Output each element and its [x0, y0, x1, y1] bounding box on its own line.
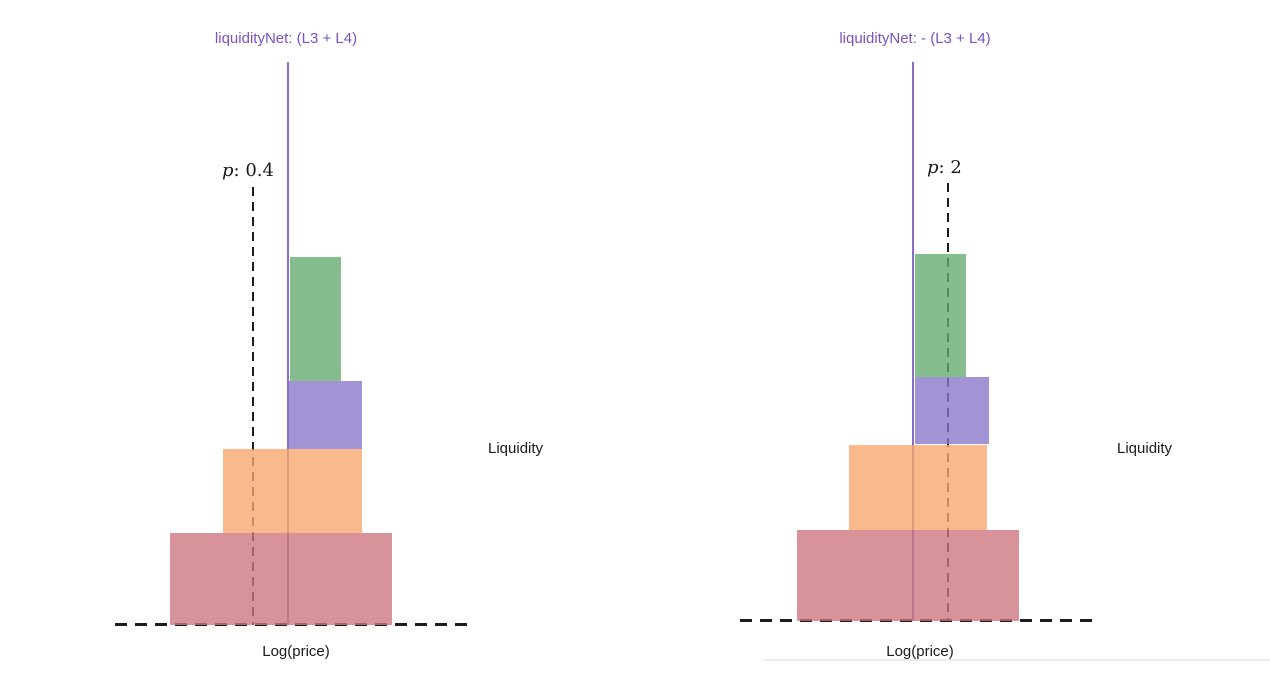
liquiditynet-label: liquidityNet: (L3 + L4)	[214, 30, 358, 47]
liquiditynet-line	[912, 62, 914, 621]
x-axis-label: Log(price)	[262, 643, 330, 660]
price-separator: :	[938, 157, 951, 178]
bar-green	[915, 254, 966, 377]
bar-purple	[915, 377, 989, 444]
x-axis-label: Log(price)	[886, 643, 954, 660]
y-axis-label: Liquidity	[1117, 440, 1173, 457]
price-separator: :	[233, 160, 246, 181]
price-dashed-line	[252, 187, 254, 625]
bar-red	[170, 533, 392, 625]
price-var: p	[927, 157, 939, 178]
price-label: p: 2	[927, 157, 962, 178]
bar-green	[290, 257, 341, 381]
bar-purple	[289, 381, 362, 449]
price-label: p: 0.4	[222, 160, 274, 181]
liquiditynet-line	[287, 62, 289, 625]
bar-red	[797, 530, 1019, 621]
bar-orange	[849, 445, 987, 530]
price-value: 2	[950, 157, 962, 178]
bottom-divider-line	[763, 659, 1270, 661]
price-var: p	[222, 160, 234, 181]
y-axis-label: Liquidity	[488, 440, 544, 457]
liquiditynet-label: liquidityNet: - (L3 + L4)	[839, 30, 991, 47]
price-value: 0.4	[245, 160, 274, 181]
bar-orange	[223, 449, 362, 533]
